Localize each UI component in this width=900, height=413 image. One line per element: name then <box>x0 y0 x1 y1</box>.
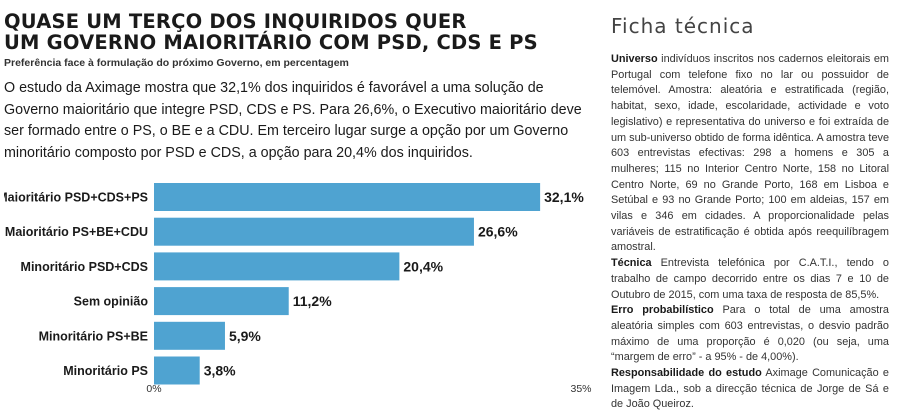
ficha-erro: Erro probabilístico Para o total de uma … <box>611 303 889 366</box>
category-label-6: Minoritário PS <box>63 364 148 378</box>
bar-3 <box>154 252 400 281</box>
value-label-1: 32,1% <box>544 189 584 205</box>
category-label-3: Minoritário PSD+CDS <box>21 260 148 274</box>
universo-text: indivíduos inscritos nos cadernos eleito… <box>611 53 889 254</box>
tecnica-text: Entrevista telefónica por C.A.T.I., tend… <box>611 257 889 301</box>
bar-2 <box>154 217 474 246</box>
chart-subtitle: Preferência face à formulação do próximo… <box>4 57 349 69</box>
erro-text: Para o total de uma amostra aleatória si… <box>611 304 889 364</box>
category-label-4: Sem opinião <box>74 295 149 309</box>
ficha-universo: Universo indivíduos inscritos nos cadern… <box>611 52 889 256</box>
category-label-1: Maioritário PSD+CDS+PS <box>4 191 148 205</box>
ficha-title: Ficha técnica <box>611 14 755 38</box>
headline-line-1: Quase um terço dos inquiridos quer <box>4 10 467 33</box>
bar-6 <box>154 356 200 385</box>
ficha-tecnica-panel: Ficha técnica Universo indivíduos inscri… <box>611 0 891 410</box>
infographic-main: Quase um terço dos inquiridos quer um Go… <box>4 0 594 409</box>
headline: Quase um terço dos inquiridos quer um Go… <box>4 11 594 53</box>
value-label-6: 3,8% <box>204 363 236 379</box>
value-label-5: 5,9% <box>229 328 261 344</box>
tecnica-label: Técnica <box>611 257 652 270</box>
x-tick-label-min: 0% <box>146 383 161 395</box>
responsabilidade-label: Responsabilidade do estudo <box>611 367 762 380</box>
ficha-body: Universo indivíduos inscritos nos cadern… <box>611 52 889 413</box>
intro-paragraph: O estudo da Aximage mostra que 32,1% dos… <box>4 80 582 161</box>
universo-label: Universo <box>611 53 658 65</box>
bar-4 <box>154 287 289 316</box>
ficha-tecnica: Técnica Entrevista telefónica por C.A.T.… <box>611 256 889 303</box>
x-tick-label-max: 35% <box>570 383 591 395</box>
bar-chart: Maioritário PSD+CDS+PS 32,1% Maioritário P… <box>4 183 592 395</box>
responsabilidade-text: Aximage Comunicação e Imagem Lda., sob a… <box>611 367 889 411</box>
bar-1 <box>154 183 541 211</box>
value-label-2: 26,6% <box>478 224 518 240</box>
value-label-3: 20,4% <box>403 258 443 274</box>
erro-label: Erro probabilístico <box>611 304 714 317</box>
value-label-4: 11,2% <box>293 293 332 309</box>
headline-line-2: um Governo maioritário com PSD, CDS e PS <box>4 31 538 54</box>
ficha-responsabilidade: Responsabilidade do estudo Aximage Comun… <box>611 366 889 413</box>
bar-5 <box>154 321 225 350</box>
category-label-2: Maioritário PS+BE+CDU <box>5 225 148 239</box>
category-label-5: Minoritário PS+BE <box>39 329 148 343</box>
